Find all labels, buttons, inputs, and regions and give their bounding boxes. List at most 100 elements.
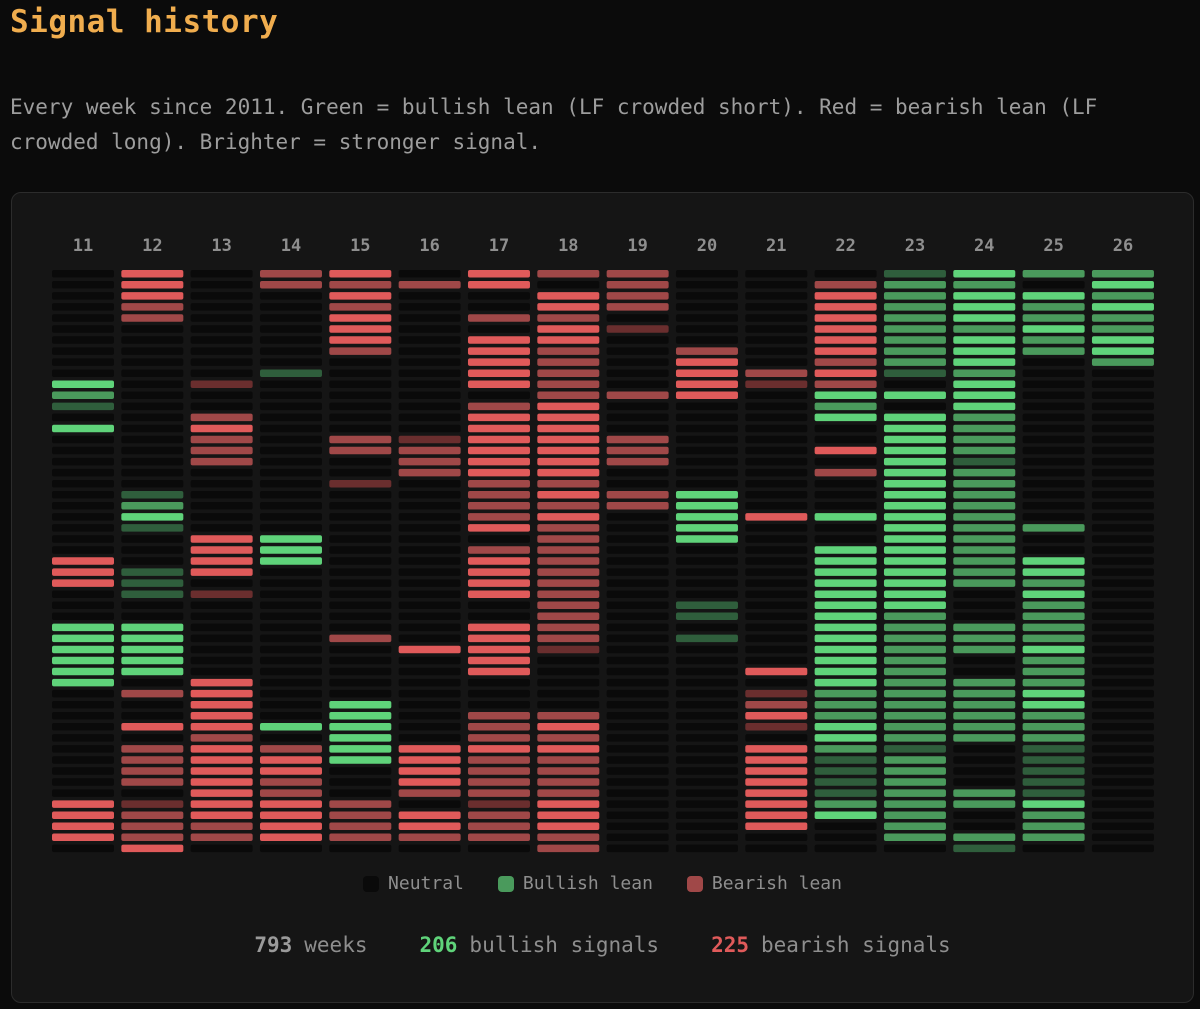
heatmap-cell: [259, 413, 322, 422]
heatmap-cell: [398, 325, 461, 333]
heatmap-cell: [329, 590, 392, 598]
heatmap-cell: [329, 303, 392, 311]
heatmap-cell: [606, 281, 669, 289]
heatmap-cell: [329, 502, 392, 510]
heatmap-cell: [745, 612, 808, 621]
heatmap-cell: [1022, 700, 1085, 709]
heatmap-cell: [329, 281, 392, 289]
heatmap-cell: [883, 700, 946, 709]
legend: Neutral Bullish lean Bearish lean: [12, 873, 1193, 894]
heatmap-cell: [52, 568, 114, 576]
heatmap-cell: [467, 800, 530, 808]
heatmap-cell: [190, 435, 253, 444]
legend-label-bullish: Bullish lean: [522, 873, 653, 894]
heatmap-cell: [467, 557, 530, 565]
heatmap-cell: [606, 391, 669, 400]
heatmap-cell: [814, 380, 877, 388]
heatmap-cell: [190, 557, 253, 565]
heatmap-cell: [52, 579, 114, 587]
heatmap-cell: [190, 568, 253, 576]
heatmap-cell: [675, 281, 738, 289]
heatmap-cell: [259, 424, 322, 433]
heatmap-cell: [883, 468, 946, 477]
heatmap-cell: [259, 579, 322, 587]
heatmap-cell: [814, 513, 877, 521]
heatmap-cell: [121, 689, 184, 698]
heatmap-cell: [953, 634, 1016, 643]
heatmap-cell: [1022, 811, 1085, 819]
heatmap-cell: [190, 535, 253, 543]
heatmap-cell: [606, 402, 669, 411]
heatmap-cell: [814, 281, 877, 289]
heatmap-cell: [814, 734, 877, 742]
heatmap-cell: [259, 502, 322, 510]
heatmap-cell: [814, 822, 877, 830]
legend-item-bearish: Bearish lean: [686, 873, 842, 894]
stat-bullish: 206 bullish signals: [419, 933, 659, 957]
heatmap-cell: [1022, 303, 1085, 311]
heatmap-cell: [675, 590, 738, 598]
heatmap-cell: [398, 689, 461, 698]
heatmap-cell: [259, 468, 322, 477]
heatmap-cell: [1022, 734, 1085, 742]
heatmap-cell: [537, 479, 600, 488]
heatmap-cell: [329, 612, 392, 621]
heatmap-cell: [606, 612, 669, 621]
heatmap-cell: [467, 767, 530, 775]
heatmap-cell: [1022, 656, 1085, 665]
heatmap-cell: [675, 347, 738, 355]
heatmap-cell: [121, 424, 184, 433]
heatmap-cell: [537, 303, 600, 311]
heatmap-cell: [467, 380, 530, 388]
heatmap-cell: [883, 745, 946, 753]
heatmap-cell: [883, 645, 946, 654]
heatmap-cell: [190, 745, 253, 753]
heatmap-cell: [883, 634, 946, 643]
heatmap-cell: [1022, 778, 1085, 786]
heatmap-cell: [467, 491, 530, 499]
heatmap-cell: [606, 369, 669, 377]
column-label-18: 18: [558, 236, 578, 256]
heatmap-cell: [1091, 402, 1154, 411]
heatmap-cell: [606, 424, 669, 433]
heatmap-cell: [745, 789, 808, 797]
heatmap-cell: [398, 446, 461, 455]
heatmap-cell: [883, 822, 946, 830]
heatmap-cell: [1091, 380, 1154, 388]
heatmap-cell: [1022, 535, 1085, 543]
heatmap-cell: [675, 270, 738, 278]
heatmap-cell: [1091, 745, 1154, 753]
heatmap-cell: [883, 502, 946, 510]
heatmap-cell: [814, 723, 877, 731]
heatmap-cell: [675, 833, 738, 842]
heatmap-cell: [606, 778, 669, 786]
heatmap-cell: [259, 546, 322, 554]
heatmap-cell: [121, 833, 184, 842]
heatmap-cell: [537, 281, 600, 289]
heatmap-cell: [52, 347, 114, 355]
heatmap-cell: [953, 590, 1016, 598]
column-label-25: 25: [1043, 236, 1063, 256]
column-label-24: 24: [974, 236, 994, 256]
heatmap-cell: [745, 424, 808, 433]
heatmap-cell: [1022, 844, 1085, 853]
heatmap-cell: [537, 656, 600, 665]
heatmap-cell: [745, 778, 808, 786]
heatmap-cell: [467, 292, 530, 300]
heatmap-cell: [675, 789, 738, 797]
heatmap-cell: [467, 712, 530, 720]
heatmap-cell: [1022, 292, 1085, 300]
heatmap-cell: [52, 292, 114, 300]
heatmap-cell: [537, 778, 600, 786]
heatmap-cell: [398, 601, 461, 609]
heatmap-cell: [467, 745, 530, 753]
heatmap-cell: [467, 424, 530, 433]
heatmap-cell: [814, 457, 877, 466]
heatmap-cell: [883, 457, 946, 466]
heatmap-cell: [329, 634, 392, 643]
heatmap-cell: [814, 502, 877, 510]
heatmap-cell: [52, 656, 114, 665]
column-label-11: 11: [73, 236, 93, 256]
heatmap-cell: [745, 667, 808, 676]
heatmap-cell: [814, 491, 877, 499]
